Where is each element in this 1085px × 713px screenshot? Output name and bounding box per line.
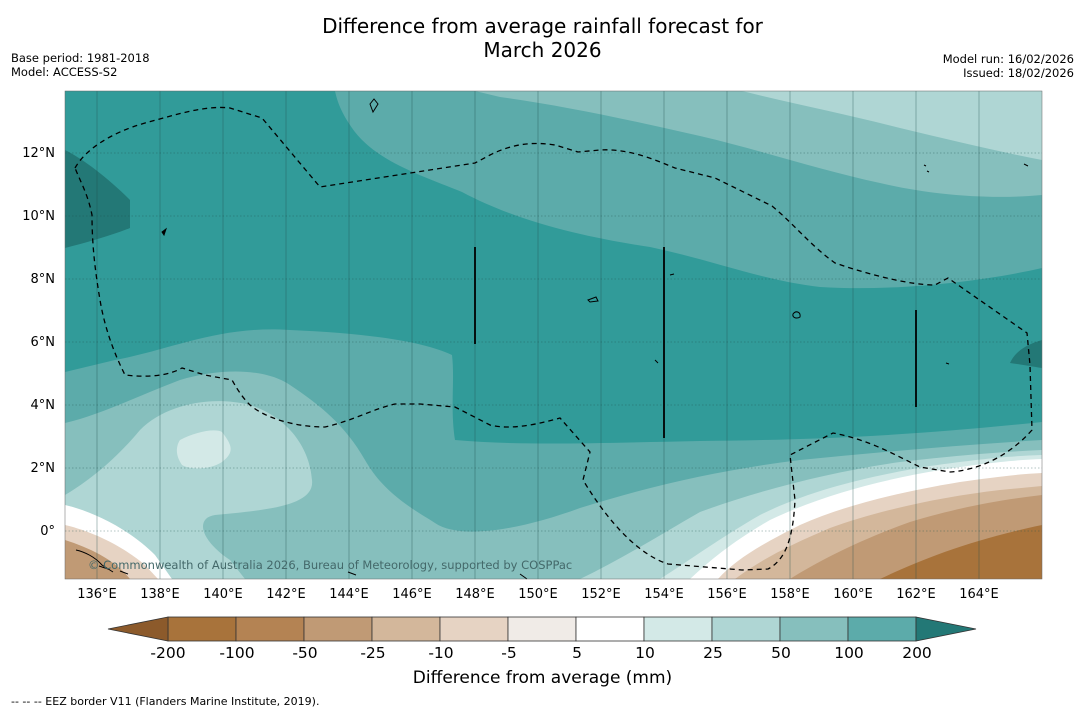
band-over200-east: [1010, 340, 1042, 368]
map-title-line1: Difference from average rainfall forecas…: [322, 14, 763, 38]
meta-right: Model run: 16/02/2026 Issued: 18/02/2026: [943, 52, 1074, 80]
colorbar-label: -50: [292, 644, 318, 662]
colorbar-under-arrow: [107, 616, 169, 642]
colorbar-swatch: [711, 616, 781, 642]
map-title: Difference from average rainfall forecas…: [0, 14, 1085, 62]
lon-label: 160°E: [833, 587, 873, 602]
lat-label: 0°: [40, 524, 55, 539]
colorbar-label: -100: [219, 644, 255, 662]
colorbar-swatch: [643, 616, 713, 642]
map-title-line2: March 2026: [483, 38, 602, 62]
colorbar-label: 100: [834, 644, 864, 662]
lat-label: 6°N: [30, 335, 56, 350]
issued-date: Issued: 18/02/2026: [963, 66, 1074, 80]
lat-label: 12°N: [22, 146, 55, 161]
lat-label: 8°N: [30, 272, 56, 287]
model-name: Model: ACCESS-S2: [11, 65, 118, 79]
meta-left: Base period: 1981-2018 Model: ACCESS-S2: [11, 51, 150, 79]
colorbar-swatch: [575, 616, 645, 642]
colorbar-label: -10: [428, 644, 454, 662]
band-5-10-island: [176, 430, 231, 469]
eez-footnote: -- -- -- EEZ border V11 (Flanders Marine…: [11, 695, 320, 708]
colorbar-swatch: [439, 616, 509, 642]
colorbar-label: 10: [635, 644, 655, 662]
colorbar-over-arrow: [915, 616, 977, 642]
lon-label: 144°E: [329, 587, 369, 602]
lat-label: 2°N: [30, 461, 56, 476]
colorbar-swatch: [303, 616, 373, 642]
band-neg50-southwest: [65, 540, 130, 579]
colorbar-swatch: [235, 616, 305, 642]
lon-label: 150°E: [518, 587, 558, 602]
lon-label: 138°E: [140, 587, 180, 602]
colorbar-swatch: [167, 616, 237, 642]
lon-label: 154°E: [644, 587, 684, 602]
colorbar-label: -25: [360, 644, 386, 662]
base-period: Base period: 1981-2018: [11, 51, 150, 65]
colorbar-swatch: [779, 616, 849, 642]
lon-label: 158°E: [770, 587, 810, 602]
colorbar-title: Difference from average (mm): [412, 668, 673, 688]
colorbar-swatch: [507, 616, 577, 642]
colorbar-swatch: [371, 616, 441, 642]
map-frame: [64, 90, 1043, 580]
lon-label: 140°E: [203, 587, 243, 602]
colorbar-label: 25: [703, 644, 723, 662]
colorbar: [107, 616, 977, 642]
colorbar-label: 5: [572, 644, 582, 662]
lon-label: 142°E: [266, 587, 306, 602]
lat-label: 4°N: [30, 398, 56, 413]
band-10-25-north: [742, 91, 1042, 160]
contour-fill-layer: [65, 91, 1042, 579]
lon-label: 146°E: [392, 587, 432, 602]
lon-label: 156°E: [707, 587, 747, 602]
copyright-notice: © Commonwealth of Australia 2026, Bureau…: [88, 558, 573, 572]
colorbar-label: -5: [501, 644, 517, 662]
lon-label: 152°E: [581, 587, 621, 602]
island-markers: [75, 98, 1029, 580]
colorbar-label: 200: [902, 644, 932, 662]
band-over200-west: [65, 150, 130, 248]
lon-label: 136°E: [77, 587, 117, 602]
band-neg200-neg100-southeast: [880, 525, 1042, 579]
lon-label: 164°E: [959, 587, 999, 602]
colorbar-label: -200: [150, 644, 186, 662]
lon-label: 162°E: [896, 587, 936, 602]
lat-label: 10°N: [22, 209, 55, 224]
model-run: Model run: 16/02/2026: [942, 52, 1074, 66]
lon-label: 148°E: [455, 587, 495, 602]
colorbar-label: 50: [771, 644, 791, 662]
colorbar-swatch: [847, 616, 917, 642]
